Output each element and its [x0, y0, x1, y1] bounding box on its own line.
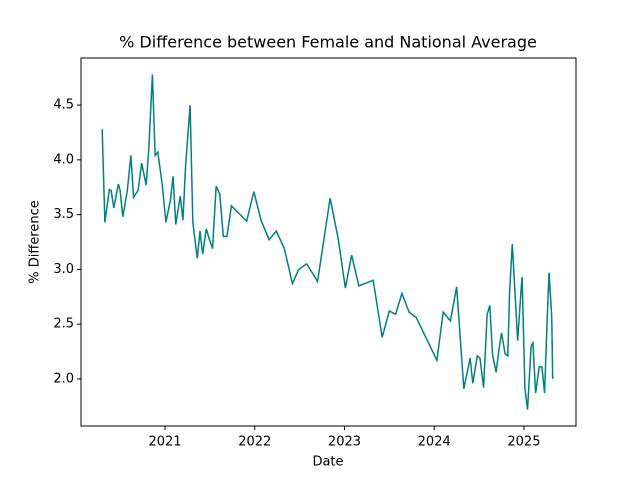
y-tick-label: 4.5	[53, 98, 74, 113]
y-tick-label: 4.0	[53, 152, 74, 167]
x-tick-label: 2021	[148, 435, 181, 450]
x-axis-label: Date	[312, 455, 343, 470]
plot-frame	[80, 57, 577, 427]
chart-title: % Difference between Female and National…	[119, 33, 537, 52]
y-tick-label: 3.5	[53, 207, 74, 222]
x-tick-label: 2023	[328, 435, 361, 450]
y-tick-label: 3.0	[53, 262, 74, 277]
x-tick-label: 2022	[238, 435, 271, 450]
y-axis-label: % Difference	[28, 200, 43, 284]
x-tick-label: 2024	[418, 435, 451, 450]
y-tick-label: 2.0	[53, 371, 74, 386]
line	[101, 74, 554, 410]
x-tick-label: 2025	[507, 435, 540, 450]
y-tick-label: 2.5	[53, 317, 74, 332]
